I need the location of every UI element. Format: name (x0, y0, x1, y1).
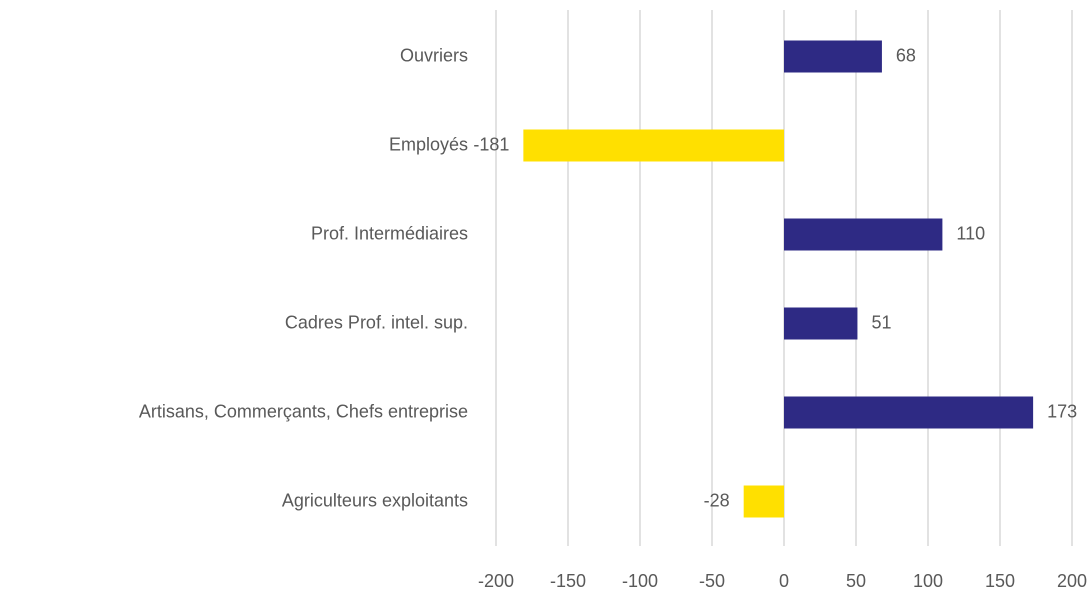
x-tick-label: 150 (985, 571, 1015, 591)
value-label: -181 (473, 134, 509, 154)
x-tick-label: 50 (846, 571, 866, 591)
bar (523, 129, 784, 162)
bar (784, 218, 943, 251)
x-tick-label: 0 (779, 571, 789, 591)
y-tick-label: Artisans, Commerçants, Chefs entreprise (139, 401, 468, 421)
y-tick-label: Ouvriers (400, 45, 468, 65)
value-label: 68 (896, 45, 916, 65)
y-tick-label: Employés (389, 134, 468, 154)
value-label: 51 (871, 312, 891, 332)
y-tick-label: Agriculteurs exploitants (282, 490, 468, 510)
value-label: -28 (704, 490, 730, 510)
y-tick-label: Cadres Prof. intel. sup. (285, 312, 468, 332)
x-tick-label: -200 (478, 571, 514, 591)
value-label: 173 (1047, 401, 1077, 421)
x-tick-label: 200 (1057, 571, 1087, 591)
bar (784, 307, 858, 340)
x-tick-label: -150 (550, 571, 586, 591)
value-label: 110 (956, 223, 985, 243)
bar (784, 40, 882, 73)
bar (743, 485, 784, 518)
x-tick-label: -100 (622, 571, 658, 591)
y-tick-label: Prof. Intermédiaires (311, 223, 468, 243)
x-tick-label: -50 (699, 571, 725, 591)
x-tick-label: 100 (913, 571, 943, 591)
bar (784, 396, 1034, 429)
